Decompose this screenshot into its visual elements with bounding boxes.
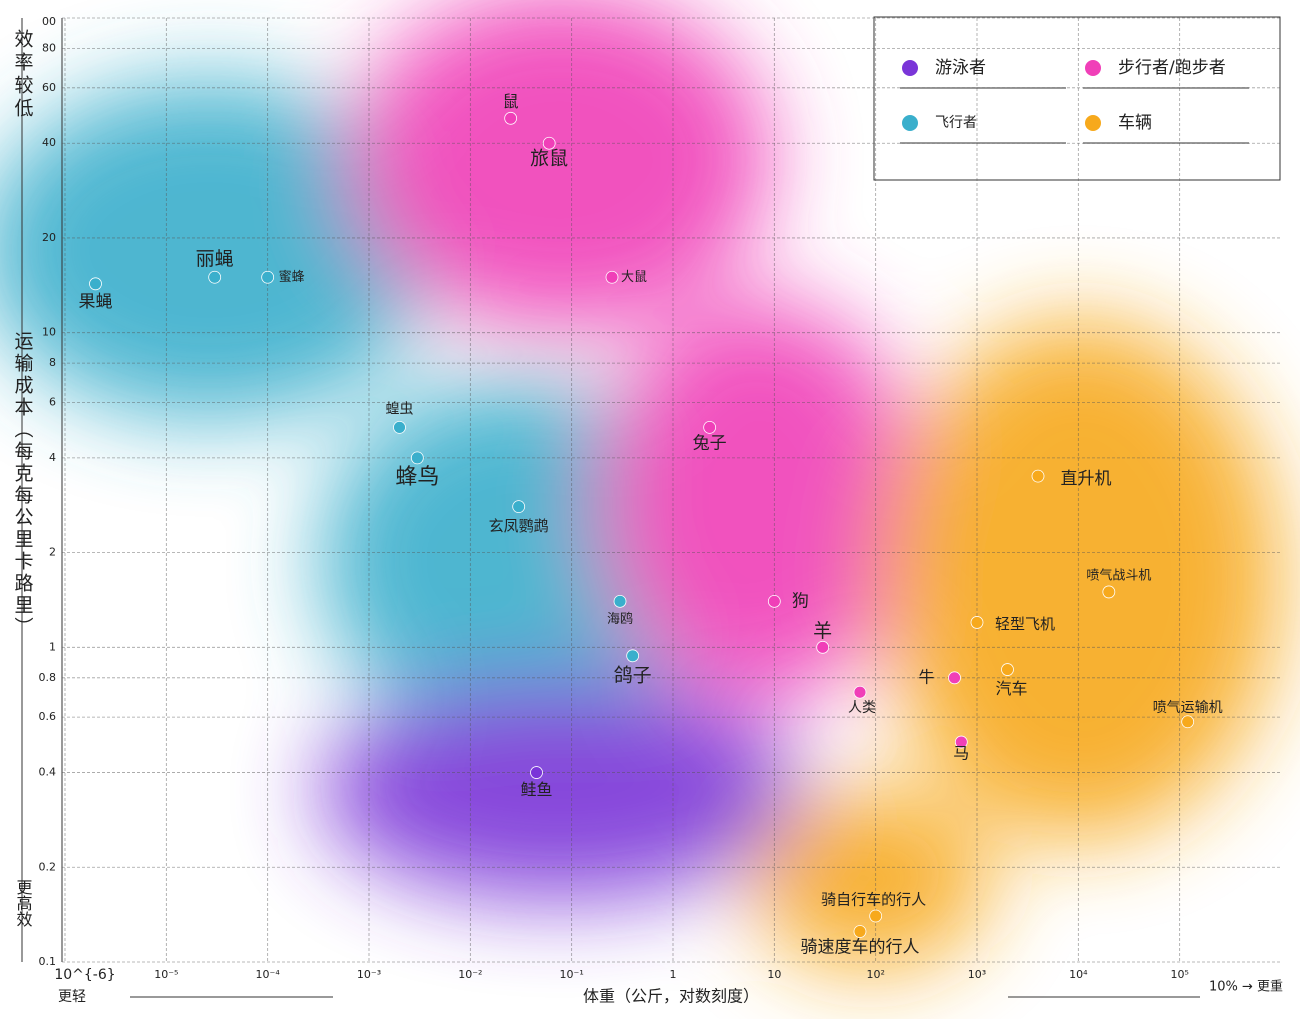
legend-swatch (1085, 60, 1101, 76)
y-tick-label: 2 (49, 546, 56, 559)
point-label: 玄凤鹦鹉 (489, 517, 549, 535)
point-label: 大鼠 (621, 270, 647, 285)
x-title: 体重（公斤，对数刻度） (583, 987, 759, 1006)
x-tick-label: 10^{-6} (54, 967, 115, 983)
point-label: 鸽子 (614, 664, 652, 686)
point-label: 直升机 (1061, 469, 1112, 489)
point-label: 骑速度车的行人 (800, 938, 919, 958)
y-tick-label: 00 (42, 15, 56, 28)
point (1001, 663, 1014, 676)
point-label: 兔子 (693, 433, 727, 453)
point-label: 羊 (813, 620, 832, 642)
point (208, 270, 222, 284)
y-title-bottom: 更高效 (14, 879, 33, 927)
point (853, 685, 867, 699)
legend-label: 车辆 (1118, 113, 1152, 133)
x-tick-label: 10³ (968, 968, 986, 981)
point-label: 汽车 (995, 679, 1027, 698)
legend-label: 游泳者 (935, 58, 986, 78)
point-label: 旅鼠 (530, 148, 568, 170)
point (504, 111, 518, 125)
point-label: 狗 (792, 591, 809, 611)
legend-swatch (902, 115, 918, 131)
x-tick-label: 10² (866, 968, 884, 981)
point (542, 136, 556, 150)
legend-swatch (902, 60, 918, 76)
point-label: 轻型飞机 (995, 615, 1055, 633)
point-label: 人类 (848, 700, 876, 716)
y-tick-label: 6 (49, 395, 56, 408)
point (948, 671, 961, 685)
point-label: 鲑鱼 (521, 780, 553, 799)
legend-box (873, 16, 1281, 181)
point (605, 270, 619, 284)
x-tick-label: 1 (670, 968, 677, 981)
y-tick-label: 4 (49, 451, 56, 464)
point (703, 420, 717, 434)
point-label: 喷气战斗机 (1086, 567, 1151, 583)
point (954, 735, 968, 749)
y-tick-label: 8 (49, 356, 56, 369)
point-label: 鼠 (503, 92, 519, 111)
x-left-note: 更轻 (58, 989, 86, 1005)
point (626, 649, 640, 663)
legend-label: 步行者/跑步者 (1118, 58, 1226, 78)
y-tick-label: 0.2 (39, 860, 57, 873)
y-tick-label: 0.8 (39, 671, 57, 684)
y-title: 运输成本（每克每公里卡路里） (12, 331, 34, 639)
y-title-top: 效率较低 (12, 29, 34, 121)
point (261, 270, 275, 284)
point (970, 616, 984, 629)
point-label: 蜜蜂 (279, 270, 305, 285)
point-label: 海鸥 (607, 611, 633, 627)
y-tick-label: 40 (42, 136, 56, 149)
point-label: 丽蝇 (196, 248, 234, 270)
x-tick-label: 10⁴ (1069, 968, 1088, 981)
point-label: 马 (953, 744, 969, 763)
y-tick-label: 0.4 (39, 766, 57, 779)
point (1031, 469, 1045, 483)
y-tick-label: 10 (42, 326, 56, 339)
y-tick-label: 60 (42, 81, 56, 94)
y-tick-label: 80 (42, 41, 56, 54)
x-tick-label: 10⁻² (458, 968, 482, 981)
point (512, 500, 526, 514)
point (1102, 585, 1116, 599)
point (613, 594, 627, 608)
x-right-note: 10% → 更重 (1209, 979, 1283, 995)
x-tick-label: 10⁻⁴ (256, 968, 281, 981)
point-label: 牛 (919, 667, 935, 686)
legend-label: 飞行者 (935, 115, 977, 131)
legend-swatch (1085, 115, 1101, 131)
point (89, 277, 102, 291)
point (869, 909, 883, 923)
x-tick-label: 10⁵ (1170, 968, 1188, 981)
y-tick-label: 0.6 (39, 710, 57, 723)
y-tick-label: 0.1 (39, 955, 57, 968)
point (1181, 715, 1195, 729)
x-tick-label: 10⁻¹ (560, 968, 584, 981)
point (530, 766, 543, 779)
point-label: 喷气运输机 (1153, 700, 1223, 716)
point (767, 594, 781, 608)
point (410, 451, 424, 465)
point (816, 640, 830, 654)
point-label: 果蝇 (79, 292, 113, 312)
point-label: 蝗虫 (386, 401, 414, 417)
point (393, 420, 406, 434)
x-tick-label: 10⁻³ (357, 968, 381, 981)
point-label: 蜂鸟 (395, 465, 439, 490)
point-label: 骑自行车的行人 (821, 891, 926, 909)
y-tick-label: 20 (42, 231, 56, 244)
point (853, 925, 867, 938)
x-tick-label: 10⁻⁵ (154, 968, 178, 981)
x-tick-label: 10 (767, 968, 781, 981)
y-tick-label: 1 (49, 640, 56, 653)
